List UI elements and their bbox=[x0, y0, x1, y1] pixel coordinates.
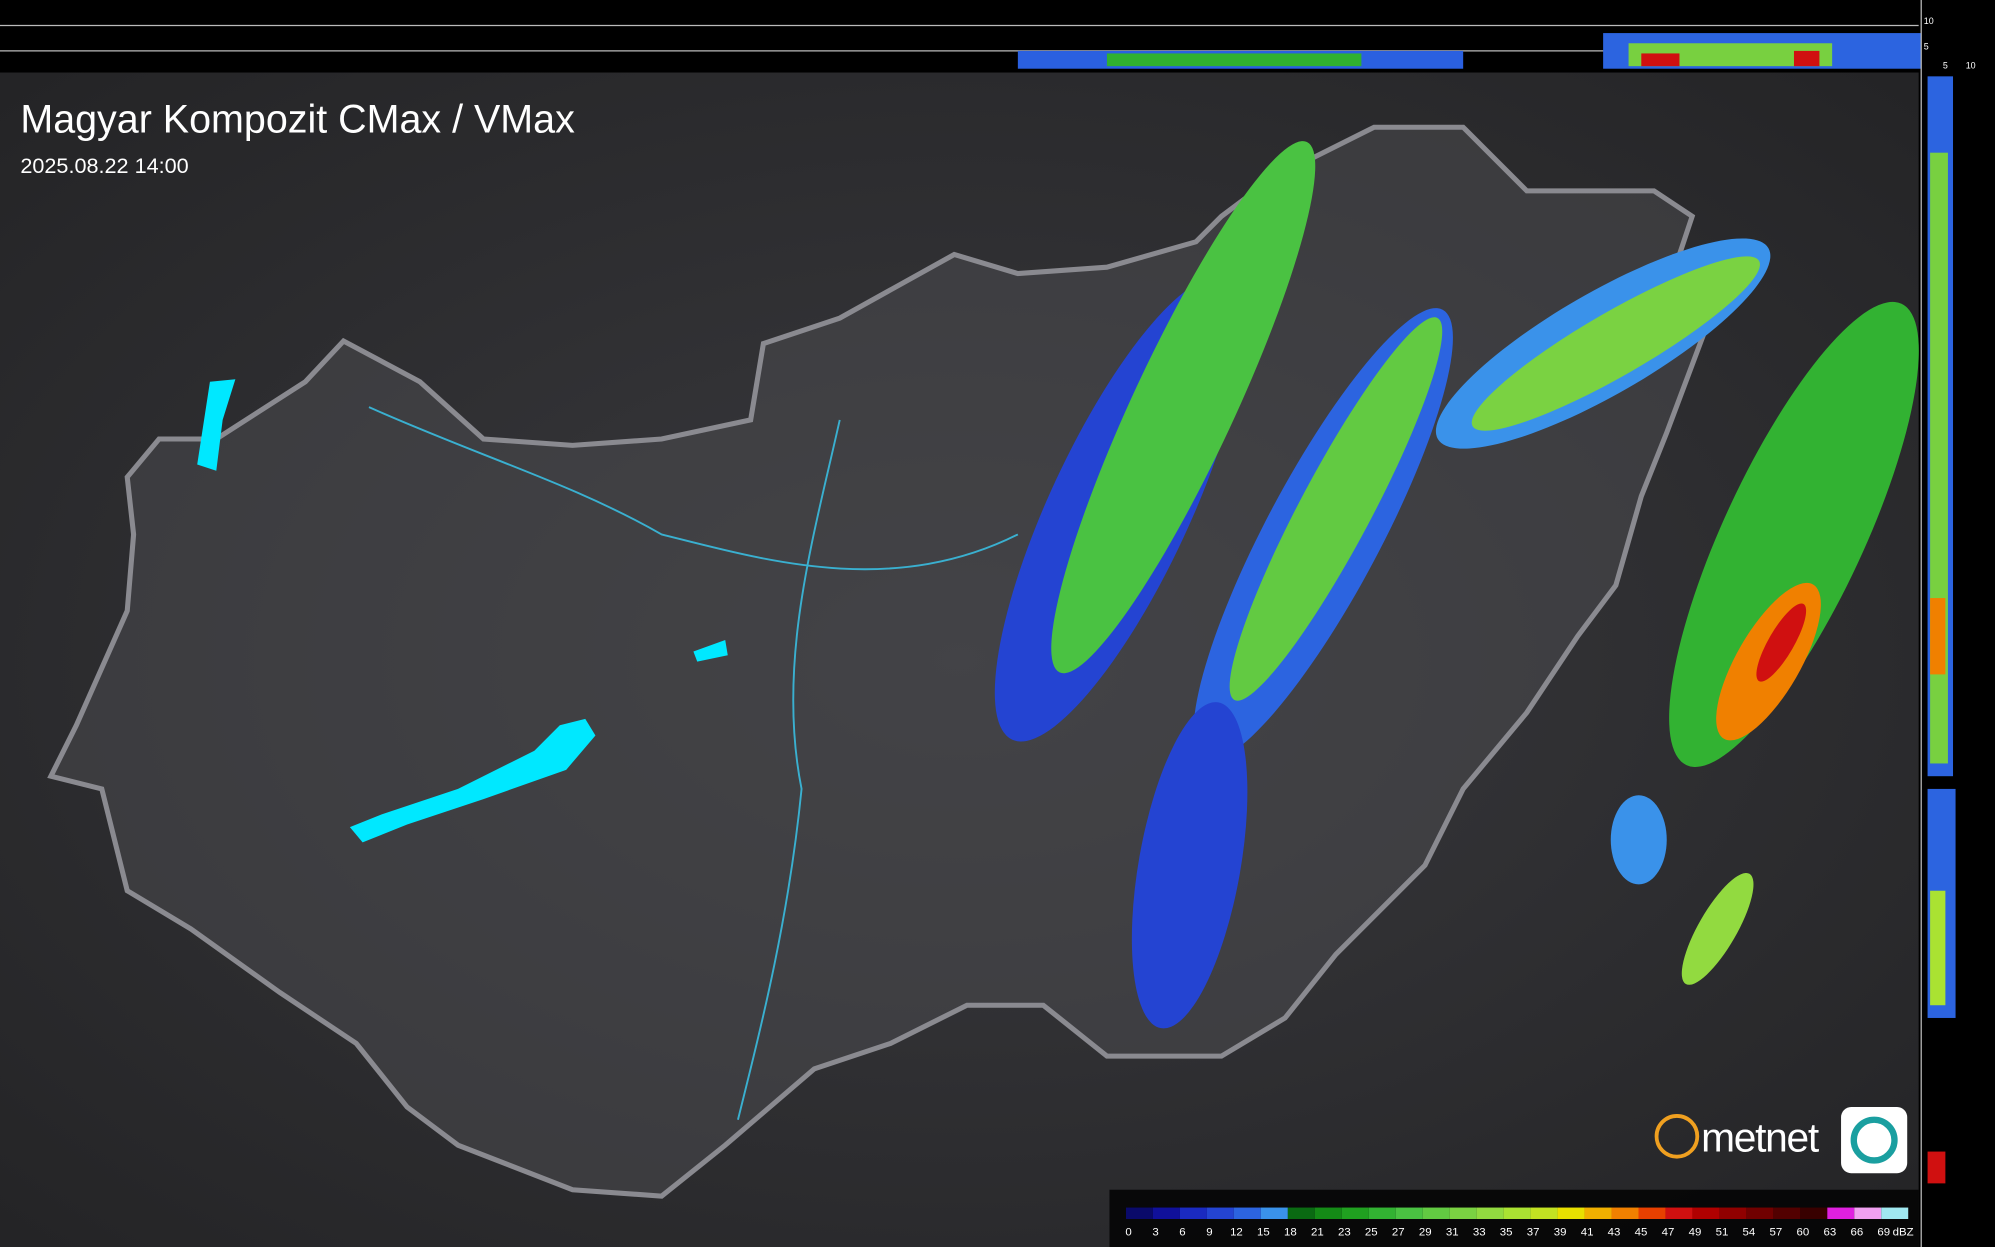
legend-label: 43 bbox=[1608, 1227, 1621, 1239]
legend-label: 3 bbox=[1152, 1227, 1158, 1239]
legend-label: 12 bbox=[1230, 1227, 1243, 1239]
echo bbox=[1131, 702, 1248, 1029]
legend-unit: dBZ bbox=[1893, 1227, 1914, 1239]
legend-swatch bbox=[1287, 1207, 1315, 1220]
legend: 0 3 6 9 12 15 18 21 23 25 27 29 31 33 35 37 39 41 43 45 47 49… bbox=[1125, 1207, 1914, 1239]
legend-label: 69 bbox=[1877, 1227, 1890, 1239]
legend-label: 49 bbox=[1689, 1227, 1702, 1239]
legend-swatch bbox=[1314, 1207, 1342, 1220]
legend-swatch bbox=[1503, 1207, 1531, 1220]
legend-swatch bbox=[1368, 1207, 1396, 1220]
legend-label: 6 bbox=[1179, 1227, 1185, 1239]
legend-swatch bbox=[1395, 1207, 1423, 1220]
profile-tick: 5 bbox=[1924, 42, 1929, 52]
echo bbox=[1669, 301, 1919, 767]
legend-label: 41 bbox=[1581, 1227, 1594, 1239]
legend-swatch bbox=[1827, 1207, 1855, 1220]
legend-label: 60 bbox=[1797, 1227, 1810, 1239]
map-timestamp: 2025.08.22 14:00 bbox=[20, 153, 188, 178]
lake bbox=[349, 718, 596, 843]
legend-swatch bbox=[1152, 1207, 1180, 1220]
legend-label: 54 bbox=[1743, 1227, 1756, 1239]
legend-swatch bbox=[1746, 1207, 1774, 1220]
profile-echo bbox=[1927, 1151, 1946, 1184]
profile-echo bbox=[1106, 53, 1362, 67]
legend-swatch bbox=[1881, 1207, 1909, 1220]
legend-swatch bbox=[1719, 1207, 1747, 1220]
legend-swatch bbox=[1341, 1207, 1369, 1220]
legend-swatch bbox=[1422, 1207, 1450, 1220]
legend-swatch bbox=[1476, 1207, 1504, 1220]
echo bbox=[1471, 256, 1760, 431]
echo bbox=[1610, 795, 1667, 885]
legend-label: 21 bbox=[1311, 1227, 1324, 1239]
radar-echoes bbox=[994, 141, 1919, 1029]
legend-label: 31 bbox=[1446, 1227, 1459, 1239]
legend-label: 29 bbox=[1419, 1227, 1432, 1239]
legend-label: 63 bbox=[1823, 1227, 1836, 1239]
legend-swatch bbox=[1179, 1207, 1207, 1220]
profile-echo bbox=[1930, 598, 1946, 675]
legend-swatch bbox=[1260, 1207, 1288, 1220]
legend-swatch bbox=[1854, 1207, 1882, 1220]
legend-label: 33 bbox=[1473, 1227, 1486, 1239]
river bbox=[368, 406, 1019, 1120]
legend-swatch bbox=[1665, 1207, 1693, 1220]
legend-label: 47 bbox=[1662, 1227, 1675, 1239]
logo-text: metnet bbox=[1701, 1115, 1820, 1161]
profile-tick: 10 bbox=[1924, 16, 1934, 26]
legend-swatch bbox=[1233, 1207, 1261, 1220]
legend-swatch bbox=[1584, 1207, 1612, 1220]
profile-echo bbox=[1930, 890, 1946, 1006]
lake bbox=[693, 640, 728, 662]
legend-label: 35 bbox=[1500, 1227, 1513, 1239]
legend-label: 57 bbox=[1770, 1227, 1783, 1239]
echo bbox=[1229, 317, 1443, 701]
logo-swirl bbox=[1850, 1116, 1898, 1164]
echo bbox=[1756, 603, 1807, 682]
lake bbox=[197, 379, 236, 471]
echo bbox=[1681, 872, 1754, 985]
legend-label: 45 bbox=[1635, 1227, 1648, 1239]
legend-label: 37 bbox=[1527, 1227, 1540, 1239]
profile-tick: 10 bbox=[1966, 61, 1976, 71]
legend-label: 9 bbox=[1206, 1227, 1212, 1239]
legend-swatch bbox=[1800, 1207, 1828, 1220]
legend-label: 25 bbox=[1365, 1227, 1378, 1239]
legend-swatch bbox=[1206, 1207, 1234, 1220]
map-title: Magyar Kompozit CMax / VMax bbox=[20, 97, 575, 141]
country-border bbox=[47, 124, 1708, 1199]
legend-label: 51 bbox=[1716, 1227, 1729, 1239]
legend-swatch bbox=[1449, 1207, 1477, 1220]
legend-swatch bbox=[1126, 1207, 1153, 1220]
legend-swatch bbox=[1530, 1207, 1558, 1220]
legend-swatch bbox=[1692, 1207, 1720, 1220]
profile-echo bbox=[1641, 53, 1680, 67]
legend-swatch bbox=[1773, 1207, 1801, 1220]
legend-swatch bbox=[1611, 1207, 1639, 1220]
legend-label: 39 bbox=[1554, 1227, 1567, 1239]
legend-label: 15 bbox=[1257, 1227, 1270, 1239]
profile-tick: 5 bbox=[1943, 61, 1948, 71]
logo: metnet bbox=[1654, 1107, 1908, 1174]
legend-label: 18 bbox=[1284, 1227, 1297, 1239]
legend-label: 27 bbox=[1392, 1227, 1405, 1239]
logo-sun bbox=[1654, 1114, 1700, 1159]
legend-swatch bbox=[1557, 1207, 1585, 1220]
legend-label: 23 bbox=[1338, 1227, 1351, 1239]
legend-label: 66 bbox=[1850, 1227, 1863, 1239]
echo bbox=[1051, 141, 1316, 674]
legend-swatch bbox=[1638, 1207, 1666, 1220]
legend-label: 0 bbox=[1125, 1227, 1131, 1239]
profile-echo bbox=[1793, 50, 1820, 67]
